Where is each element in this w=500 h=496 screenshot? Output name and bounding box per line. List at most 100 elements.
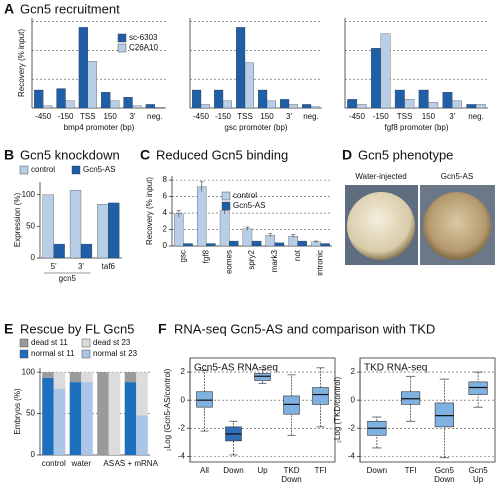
panel-letter: E [4, 321, 13, 337]
bar [274, 242, 285, 247]
x-tick-label: 3' [286, 112, 292, 121]
bar [236, 27, 246, 109]
x-tick-label: spry2 [247, 249, 256, 269]
legend-label: dead st 11 [31, 338, 68, 347]
legend-label: normal st 11 [31, 349, 75, 358]
bar [196, 186, 207, 247]
bar [56, 88, 66, 109]
x-tick-label: water [70, 459, 91, 468]
x-tick-label: Gcn5 Down [434, 466, 454, 484]
bar-segment [69, 372, 82, 383]
panel-title: Gcn5 knockdown [20, 147, 120, 162]
bar [132, 105, 142, 109]
x-tick-label: -150 [215, 112, 232, 121]
x-tick-label: -150 [373, 112, 390, 121]
x-tick-label: TKD Down [281, 466, 301, 484]
y-tick-label: 0 [31, 450, 36, 459]
y-tick-label: 100 [22, 190, 36, 199]
bar [310, 106, 320, 109]
x-tick-label: neg. [303, 112, 319, 121]
legend-swatch [19, 349, 29, 359]
y-tick-label: 4 [163, 208, 168, 217]
x-tick-label: AS [103, 459, 114, 468]
x-tick-label: fgf8 [201, 249, 210, 263]
bar [347, 99, 358, 109]
bar [356, 104, 367, 109]
x-tick-label: Down [223, 466, 243, 475]
panel-title: Reduced Gcn5 binding [156, 147, 288, 162]
x-tick-label: 150 [260, 112, 274, 121]
bar [34, 89, 44, 109]
bar [418, 89, 429, 109]
y-axis-label: Expression (%) [13, 193, 22, 248]
box [312, 387, 329, 405]
x-tick-label: AS + mRNA [115, 459, 159, 468]
embryo [423, 192, 491, 260]
x-tick-label: -450 [349, 112, 366, 121]
y-tick-label: 2 [351, 367, 356, 376]
bar [371, 48, 381, 109]
box [468, 381, 488, 395]
legend-swatch [19, 338, 29, 348]
bar-segment [136, 415, 148, 455]
x-tick-label: mark3 [270, 249, 279, 272]
x-tick-label: neg. [468, 112, 484, 121]
x-tick-label: control [42, 459, 66, 468]
bar [475, 104, 486, 109]
y-axis-label: ₂Log (Gcn5-AS/control) [163, 368, 172, 451]
bar-segment [42, 372, 54, 378]
bar [404, 99, 415, 109]
bar [183, 243, 193, 247]
bar [154, 107, 164, 109]
bar [302, 104, 312, 109]
y-axis-label: Embryos (%) [13, 388, 22, 435]
legend-label: normal st 23 [93, 349, 138, 358]
bar [206, 243, 216, 247]
legend-swatch [71, 165, 81, 175]
bar-segment [42, 377, 54, 455]
legend-label: control [31, 165, 55, 174]
y-tick-label: 8 [163, 175, 168, 184]
x-tick-label: 3' [130, 112, 136, 121]
bar [242, 228, 253, 247]
box [283, 395, 300, 415]
x-tick-label: 150 [103, 112, 117, 121]
x-tick-label: TSS [397, 112, 413, 121]
x-tick-label: 3' [449, 112, 455, 121]
bar [69, 190, 82, 259]
bar [442, 92, 453, 109]
x-tick-label: TFI [315, 466, 327, 475]
bar [174, 213, 184, 247]
x-tick-label: Up [257, 466, 268, 475]
bar [288, 104, 298, 109]
x-tick-label: gsc [179, 250, 188, 262]
y-tick-label: -4 [178, 451, 186, 460]
x-tick-label: 5' [51, 262, 57, 271]
bar [65, 100, 75, 109]
x-axis-label: bmp4 promoter (bp) [64, 123, 135, 132]
panel-title: Rescue by FL Gcn5 [20, 321, 134, 336]
y-tick-label: 50 [26, 221, 35, 230]
x-axis-label: fgf8 promoter (bp) [384, 123, 448, 132]
panel-title: Gcn5 recruitment [20, 1, 120, 16]
bar-segment [136, 372, 148, 416]
bar [200, 104, 210, 109]
bar [228, 240, 239, 247]
bar [297, 240, 308, 247]
bar [222, 100, 232, 109]
panel-letter: A [4, 1, 14, 17]
bar [123, 97, 133, 109]
bar-segment [124, 372, 137, 383]
bar [43, 105, 53, 109]
legend-swatch [81, 338, 91, 348]
box [196, 391, 213, 408]
x-tick-label: taf6 [102, 262, 116, 271]
bar [80, 243, 93, 259]
box [401, 391, 421, 405]
bar [380, 33, 391, 109]
bar-segment [108, 372, 121, 455]
y-tick-label: 0 [351, 395, 356, 404]
legend-swatch [221, 191, 231, 201]
legend-label: C26A10 [129, 43, 158, 52]
